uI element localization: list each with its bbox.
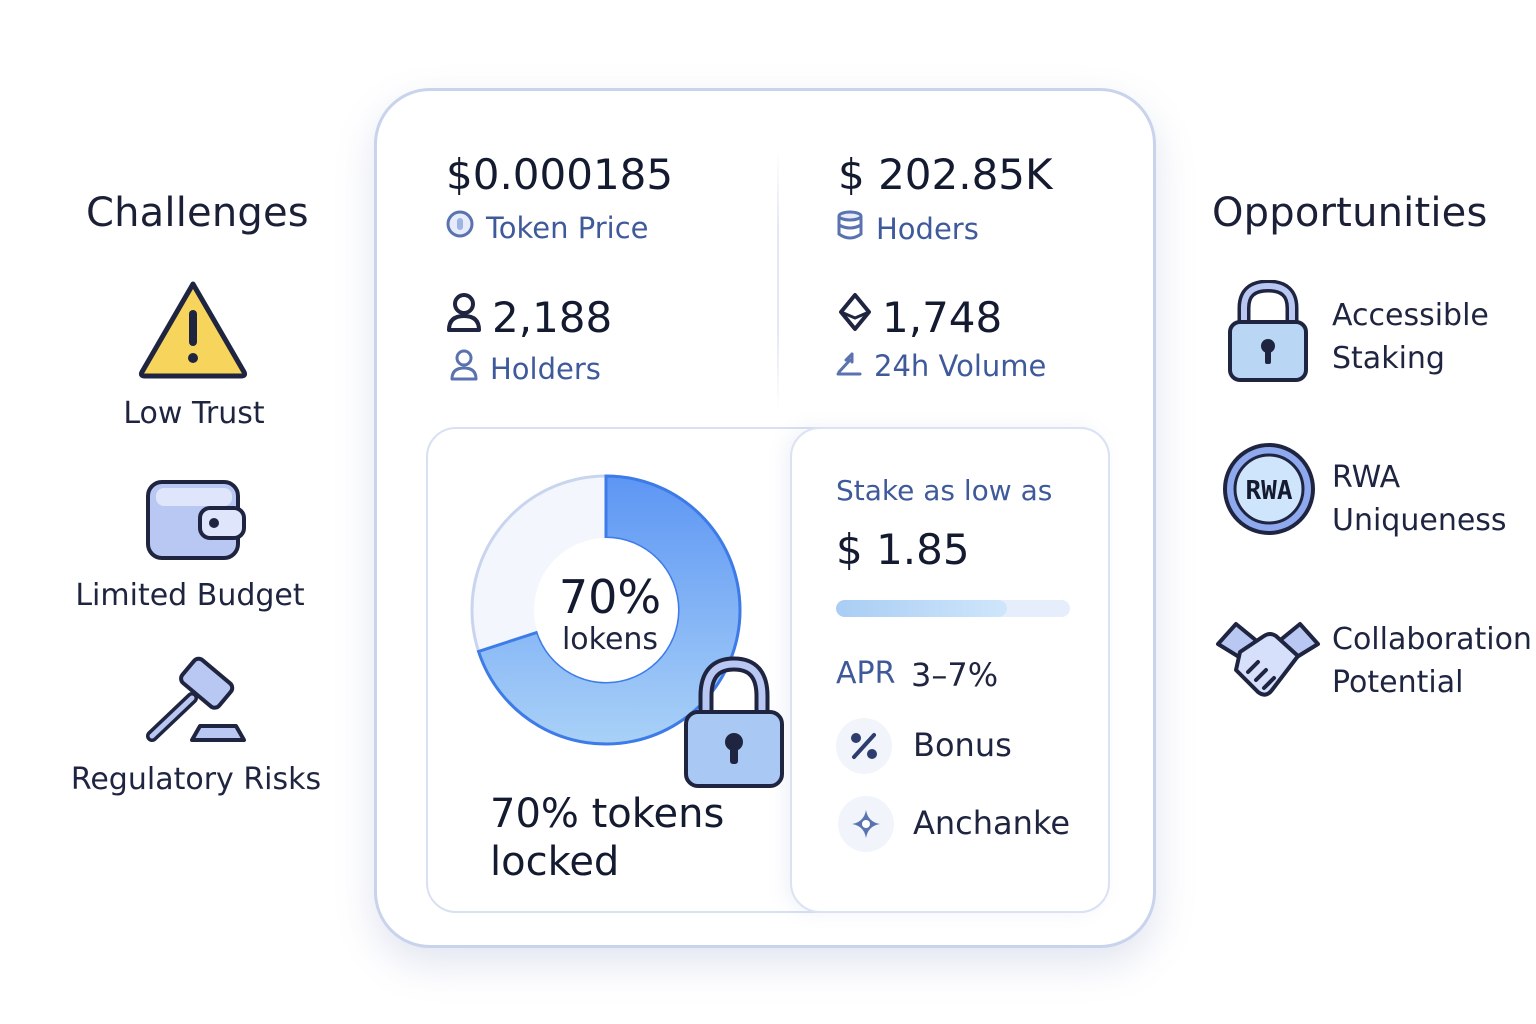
opportunities-title: Opportunities bbox=[1212, 190, 1488, 236]
opportunity-line-1: Accessible bbox=[1332, 298, 1489, 333]
feature-bonus-label: Bonus bbox=[913, 726, 1012, 764]
opportunity-line-2: Staking bbox=[1332, 341, 1445, 376]
donut-center-label: lokens bbox=[561, 622, 659, 657]
lock-donut-chart bbox=[470, 474, 742, 746]
gavel-icon bbox=[140, 654, 252, 746]
apr-value: 3–7% bbox=[911, 656, 999, 694]
challenge-limited-budget-label: Limited Budget bbox=[75, 578, 305, 613]
database-icon bbox=[836, 210, 864, 247]
market-label-row: Hoders bbox=[836, 210, 979, 247]
locked-caption-line-1: 70% tokens bbox=[490, 791, 725, 837]
opportunity-accessible-staking-label: Accessible Staking bbox=[1332, 294, 1489, 380]
opportunity-rwa-uniqueness-label: RWA Uniqueness bbox=[1332, 456, 1507, 542]
stake-min-label: Stake as low as bbox=[836, 474, 1053, 507]
apr-label: APR bbox=[836, 656, 896, 691]
padlock-icon bbox=[682, 656, 786, 790]
token-price-value: $0.000185 bbox=[446, 150, 674, 199]
volume-label: 24h Volume bbox=[874, 349, 1047, 383]
stake-min-value: $ 1.85 bbox=[836, 525, 970, 574]
coin-icon bbox=[446, 210, 474, 245]
donut-hole bbox=[534, 538, 678, 682]
holders-value-row: 2,188 bbox=[446, 292, 612, 342]
market-label: Hoders bbox=[876, 211, 979, 246]
wallet-icon bbox=[144, 478, 248, 562]
challenge-low-trust-label: Low Trust bbox=[123, 396, 265, 431]
locked-caption: 70% tokens locked bbox=[490, 790, 724, 886]
volume-label-row: 24h Volume bbox=[836, 349, 1046, 383]
stats-divider bbox=[777, 150, 779, 410]
volume-value-row: 1,748 bbox=[838, 292, 1002, 342]
stake-progress-fill bbox=[836, 600, 1007, 617]
rwa-badge-text: RWA bbox=[1246, 476, 1293, 506]
holders-label-row: Holders bbox=[450, 349, 601, 388]
token-price-label: Token Price bbox=[486, 210, 649, 245]
market-value: $ 202.85K bbox=[838, 150, 1053, 199]
locked-caption-line-2: locked bbox=[490, 839, 620, 885]
user-small-icon bbox=[450, 349, 478, 388]
opportunity-line-1: RWA bbox=[1332, 460, 1401, 495]
opportunity-collaboration-label: Collaboration Potential bbox=[1332, 618, 1532, 704]
opportunity-line-2: Potential bbox=[1332, 665, 1464, 700]
opportunity-line-1: Collaboration bbox=[1332, 622, 1532, 657]
holders-value: 2,188 bbox=[492, 292, 613, 342]
donut-percent: 70% bbox=[558, 570, 662, 624]
opportunity-line-2: Uniqueness bbox=[1332, 503, 1507, 538]
lock-icon bbox=[1226, 279, 1310, 384]
ethereum-icon bbox=[838, 292, 872, 342]
trend-icon bbox=[836, 349, 862, 383]
warning-icon bbox=[136, 278, 250, 380]
volume-value: 1,748 bbox=[882, 292, 1003, 342]
token-price-label-row: Token Price bbox=[446, 210, 648, 245]
percent-icon bbox=[836, 718, 892, 774]
handshake-icon bbox=[1214, 614, 1322, 704]
user-icon bbox=[446, 292, 482, 342]
rwa-badge-icon: RWA bbox=[1222, 442, 1316, 536]
stake-progress-bar bbox=[836, 600, 1070, 617]
challenges-title: Challenges bbox=[86, 190, 309, 236]
sparkle-icon bbox=[838, 796, 894, 852]
feature-anchanke-label: Anchanke bbox=[913, 804, 1071, 842]
holders-label: Holders bbox=[490, 351, 601, 386]
challenge-regulatory-risks-label: Regulatory Risks bbox=[70, 762, 322, 797]
